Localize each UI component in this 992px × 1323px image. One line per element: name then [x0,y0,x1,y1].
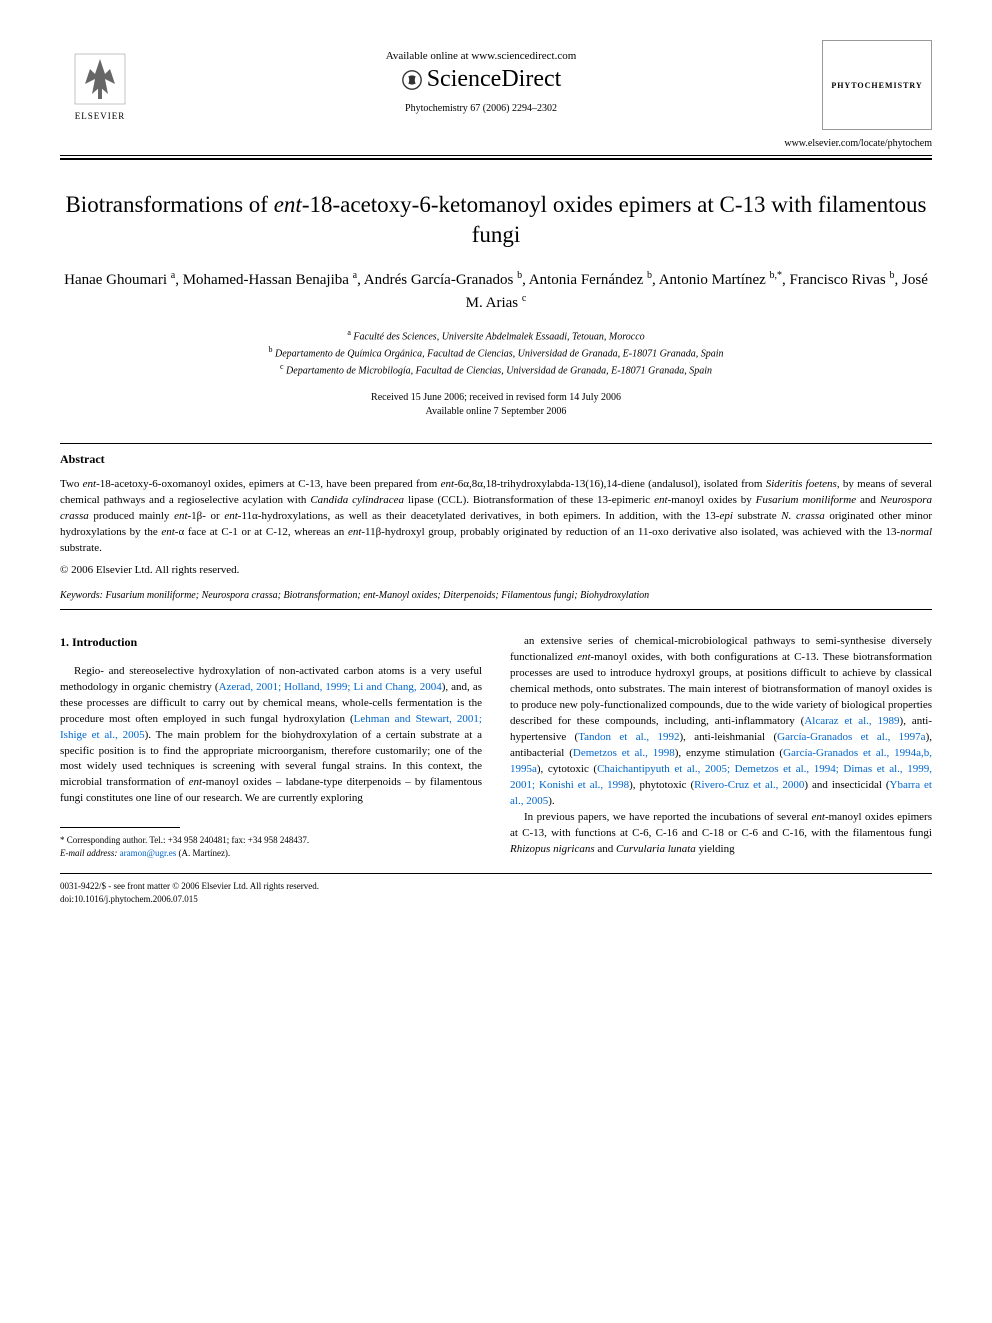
affiliation-b: b Departamento de Química Orgánica, Facu… [60,344,932,361]
column-left: 1. Introduction Regio- and stereoselecti… [60,634,482,859]
journal-cover: PHYTOCHEMISTRY [822,40,932,130]
copyright-text: © 2006 Elsevier Ltd. All rights reserved… [60,564,932,576]
received-date: Received 15 June 2006; received in revis… [60,391,932,405]
column-right: an extensive series of chemical-microbio… [510,634,932,859]
email-label: E-mail address: [60,848,117,858]
citation-text: Phytochemistry 67 (2006) 2294–2302 [140,103,822,114]
affiliation-c: c Departamento de Microbilogía, Facultad… [60,361,932,378]
elsevier-tree-icon [70,49,130,109]
body-columns: 1. Introduction Regio- and stereoselecti… [60,634,932,859]
available-online-text: Available online at www.sciencedirect.co… [140,50,822,62]
elsevier-logo: ELSEVIER [60,40,140,130]
article-title: Biotransformations of ent-18-acetoxy-6-k… [60,190,932,250]
sciencedirect-logo: ScienceDirect [140,66,822,93]
keywords-label: Keywords: [60,590,103,601]
intro-paragraph-2: an extensive series of chemical-microbio… [510,634,932,809]
footnote-block: * Corresponding author. Tel.: +34 958 24… [60,834,482,859]
footer-line-1: 0031-9422/$ - see front matter © 2006 El… [60,880,932,893]
footer-separator [60,873,932,874]
journal-url[interactable]: www.elsevier.com/locate/phytochem [60,138,932,149]
email-link[interactable]: aramon@ugr.es [120,848,177,858]
platform-name: ScienceDirect [427,66,562,93]
abstract-heading: Abstract [60,452,932,467]
abstract-rule-top [60,443,932,444]
header-rule-thick [60,158,932,160]
abstract-rule-bottom [60,609,932,610]
authors-list: Hanae Ghoumari a, Mohamed-Hassan Benajib… [60,268,932,315]
intro-paragraph-1: Regio- and stereoselective hydroxylation… [60,664,482,807]
corresponding-author: * Corresponding author. Tel.: +34 958 24… [60,834,482,847]
affiliations: a Faculté des Sciences, Universite Abdel… [60,327,932,379]
intro-paragraph-3: In previous papers, we have reported the… [510,810,932,858]
online-date: Available online 7 September 2006 [60,405,932,419]
article-dates: Received 15 June 2006; received in revis… [60,391,932,419]
abstract-text: Two ent-18-acetoxy-6-oxomanoyl oxides, e… [60,477,932,557]
keywords-text: Fusarium moniliforme; Neurospora crassa;… [105,590,649,601]
header-rule-thin [60,155,932,156]
sciencedirect-icon [401,69,423,91]
keywords-line: Keywords: Fusarium moniliforme; Neurospo… [60,590,932,601]
center-header: Available online at www.sciencedirect.co… [140,40,822,114]
journal-name: PHYTOCHEMISTRY [831,81,922,90]
footer-line-2: doi:10.1016/j.phytochem.2006.07.015 [60,893,932,906]
header-row: ELSEVIER Available online at www.science… [60,40,932,130]
email-line: E-mail address: aramon@ugr.es (A. Martín… [60,847,482,860]
footnote-separator [60,827,180,828]
footer-block: 0031-9422/$ - see front matter © 2006 El… [60,880,932,905]
email-author-name: (A. Martínez). [178,848,230,858]
affiliation-a: a Faculté des Sciences, Universite Abdel… [60,327,932,344]
publisher-name: ELSEVIER [75,111,126,121]
introduction-heading: 1. Introduction [60,634,482,651]
